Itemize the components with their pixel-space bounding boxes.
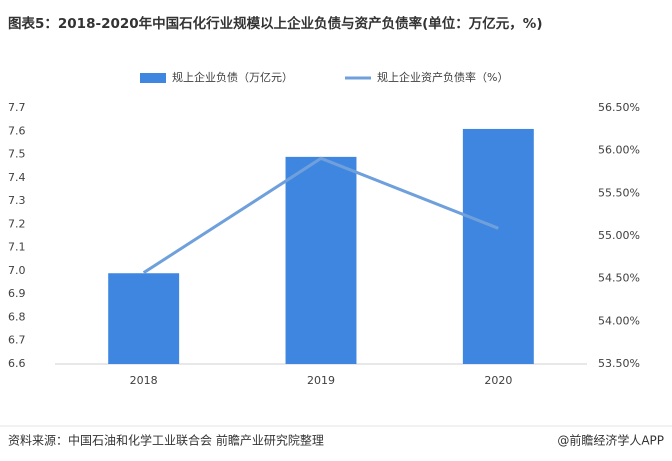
chart-title: 图表5：2018-2020年中国石化行业规模以上企业负债与资产负债率(单位：万亿… [8,15,543,32]
y-tick-label: 7.6 [8,124,26,137]
source: 资料来源：中国石油和化学工业联合会 前瞻产业研究院整理 [8,433,324,448]
brand: @前瞻经济学人APP [557,433,664,448]
y-tick-label: 7.7 [8,101,26,114]
y2-tick-label: 55.00% [598,229,640,242]
y2-tick-label: 55.50% [598,186,640,199]
y-tick-label: 7.3 [8,194,26,207]
x-tick-label: 2018 [130,374,158,387]
y-tick-label: 6.9 [8,287,26,300]
y2-tick-label: 54.00% [598,314,640,327]
x-tick-label: 2019 [307,374,335,387]
bar [462,128,534,364]
y2-tick-label: 56.50% [598,101,640,114]
y-tick-label: 7.4 [8,171,26,184]
bar [108,273,180,364]
y-tick-label: 7.2 [8,217,26,230]
y-tick-label: 7.5 [8,148,26,161]
legend-label: 规上企业资产负债率（%） [377,70,508,84]
bar [285,156,357,364]
legend-label: 规上企业负债（万亿元） [172,70,293,84]
legend-swatch [140,73,166,83]
line [142,156,499,274]
y-tick-label: 6.6 [8,357,26,370]
y2-tick-label: 54.50% [598,272,640,285]
y2-tick-label: 56.00% [598,144,640,157]
y-tick-label: 7.1 [8,241,26,254]
y-tick-label: 6.7 [8,334,26,347]
y-tick-label: 7.0 [8,264,26,277]
y2-tick-label: 53.50% [598,357,640,370]
x-tick-label: 2020 [484,374,512,387]
y-tick-label: 6.8 [8,310,26,323]
